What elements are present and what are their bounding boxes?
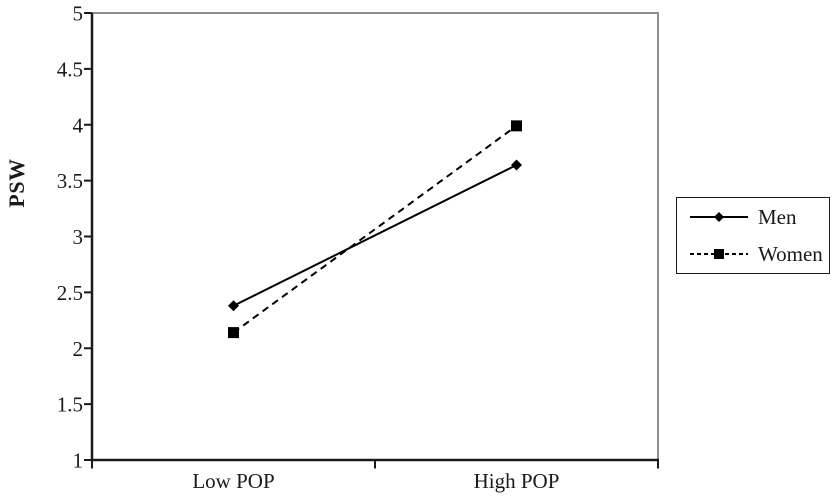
women-series-line — [232, 125, 518, 334]
women-marker-high-pop — [511, 120, 522, 132]
y-tick-label: 4.5 — [57, 57, 83, 81]
men-series-line — [233, 164, 517, 307]
men-marker-high-pop — [511, 159, 522, 171]
y-tick-label: 1.5 — [57, 393, 83, 417]
y-tick-label: 2 — [73, 337, 84, 361]
legend-item-men: Men — [689, 200, 829, 234]
y-tick-label: 4 — [73, 113, 84, 137]
women-marker-low-pop — [228, 327, 239, 339]
x-category-label: High POP — [474, 469, 560, 493]
y-tick-label: 3 — [73, 225, 84, 249]
men-marker-low-pop — [228, 300, 239, 312]
legend-sample-marker — [714, 249, 724, 259]
legend-item-women: Women — [689, 237, 829, 271]
x-category-label: Low POP — [192, 469, 274, 493]
legend-label-men: Men — [758, 204, 797, 229]
y-tick-label: 3.5 — [57, 169, 83, 193]
women-line-sample-icon — [690, 249, 748, 259]
men-line-sample-icon — [690, 212, 748, 222]
legend-sample-marker — [714, 212, 724, 222]
legend-label-women: Women — [758, 241, 823, 266]
y-tick-label: 2.5 — [57, 281, 83, 305]
legend-box: Men Women — [676, 197, 830, 274]
y-tick-label: 1 — [73, 449, 84, 473]
y-tick-label: 5 — [73, 2, 84, 26]
